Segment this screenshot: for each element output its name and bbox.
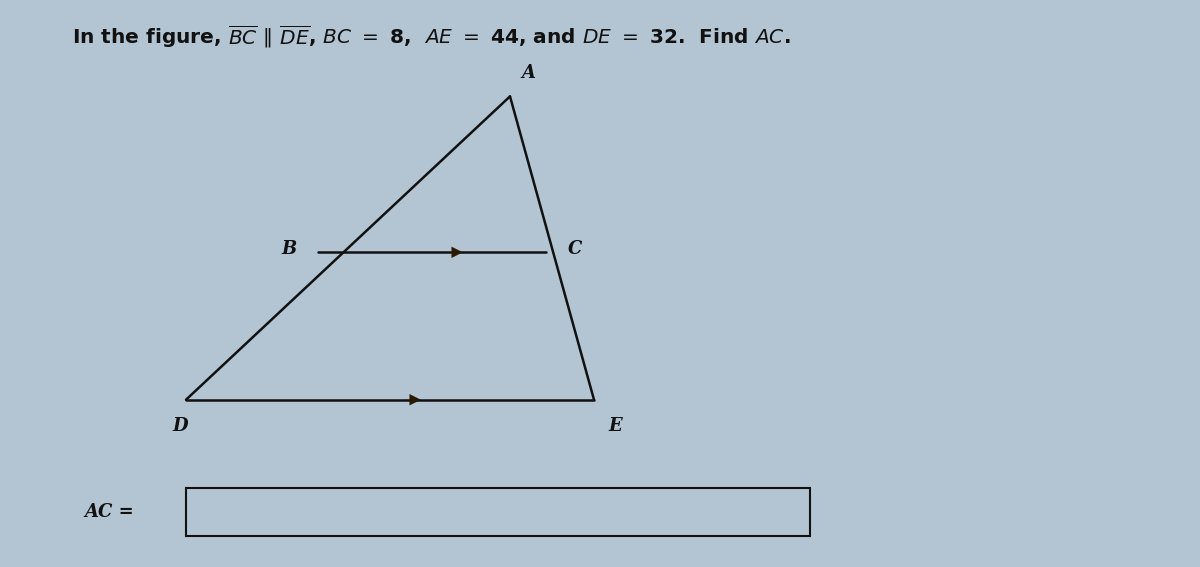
Text: B: B <box>281 240 296 259</box>
Text: In the figure, $\overline{BC}$ $\|$ $\overline{DE}$, $BC$ $=$ 8,  $AE$ $=$ 44, a: In the figure, $\overline{BC}$ $\|$ $\ov… <box>72 23 791 50</box>
Text: AC =: AC = <box>84 503 133 521</box>
Text: C: C <box>568 240 582 259</box>
Text: D: D <box>172 417 188 435</box>
Text: E: E <box>608 417 623 435</box>
Text: A: A <box>521 64 535 82</box>
Bar <box>186 488 810 536</box>
